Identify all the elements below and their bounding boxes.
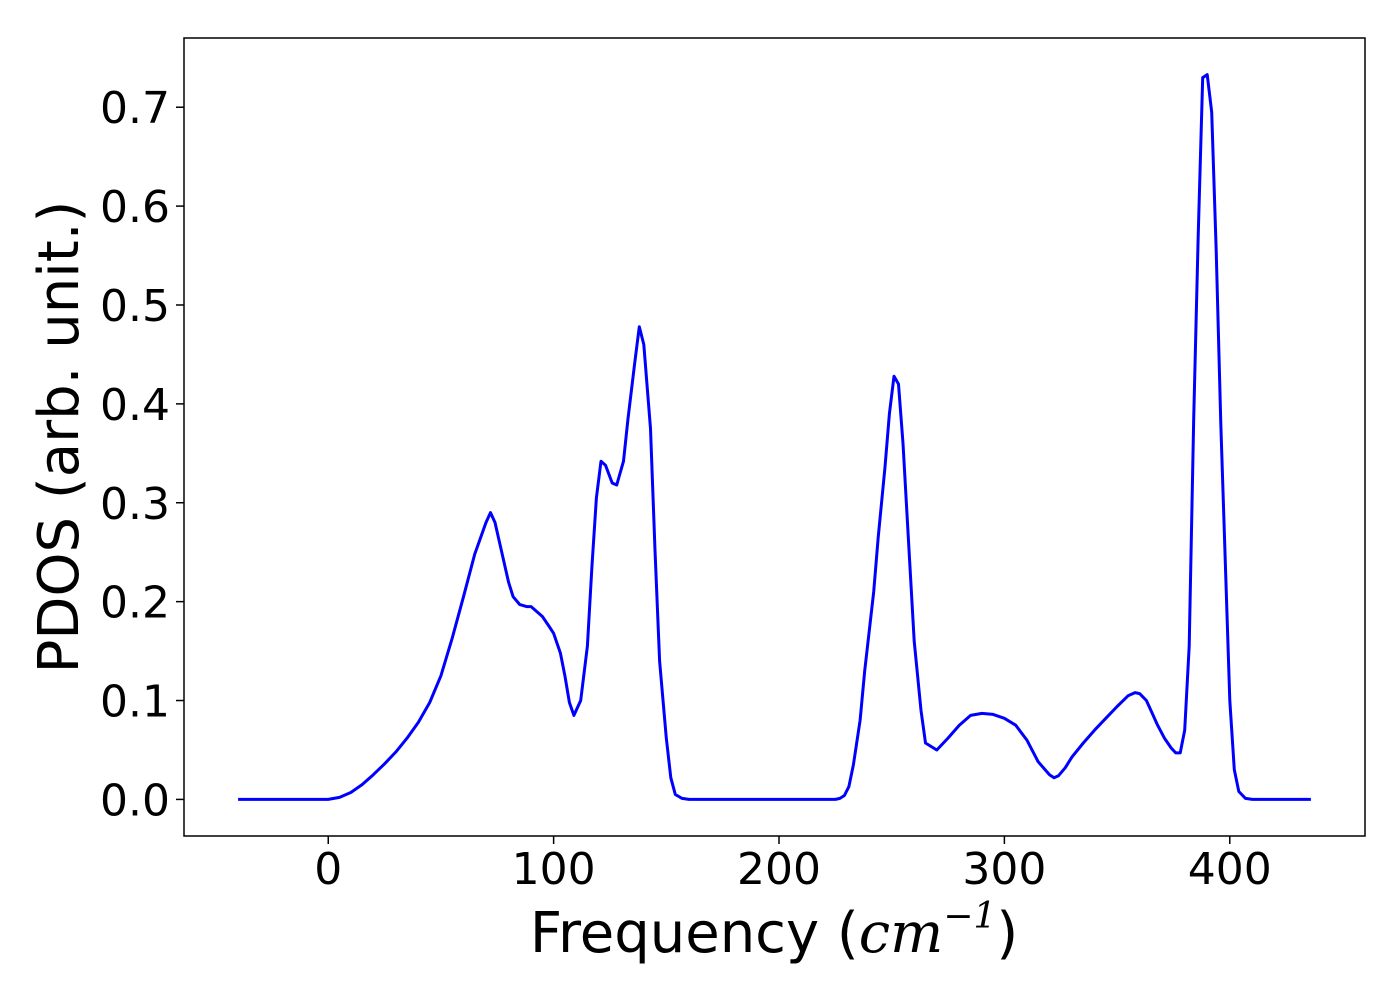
pdos-series-line <box>238 73 1311 801</box>
x-tick-label: 0 <box>314 844 342 895</box>
y-axis: 0.0 0.1 0.2 0.3 0.4 0.5 0.6 0.7 <box>100 83 184 826</box>
x-tick-label: 100 <box>512 844 596 895</box>
y-tick-label: 0.4 <box>100 380 170 431</box>
y-tick-label: 0.5 <box>100 281 170 332</box>
y-tick-label: 0.2 <box>100 578 170 629</box>
y-tick-label: 0.7 <box>100 83 170 134</box>
x-tick-label: 200 <box>737 844 821 895</box>
x-axis: 0 100 200 300 400 <box>314 836 1272 895</box>
y-tick-label: 0.6 <box>100 182 170 233</box>
y-axis-label: PDOS (arb. unit.) <box>27 201 92 674</box>
y-tick-label: 0.0 <box>100 775 170 826</box>
y-tick-label: 0.1 <box>100 677 170 728</box>
plot-frame <box>183 37 1366 837</box>
x-axis-label: Frequency (cm−1) <box>530 896 1018 966</box>
x-tick-label: 400 <box>1188 844 1272 895</box>
x-tick-label: 300 <box>962 844 1046 895</box>
y-tick-label: 0.3 <box>100 479 170 530</box>
